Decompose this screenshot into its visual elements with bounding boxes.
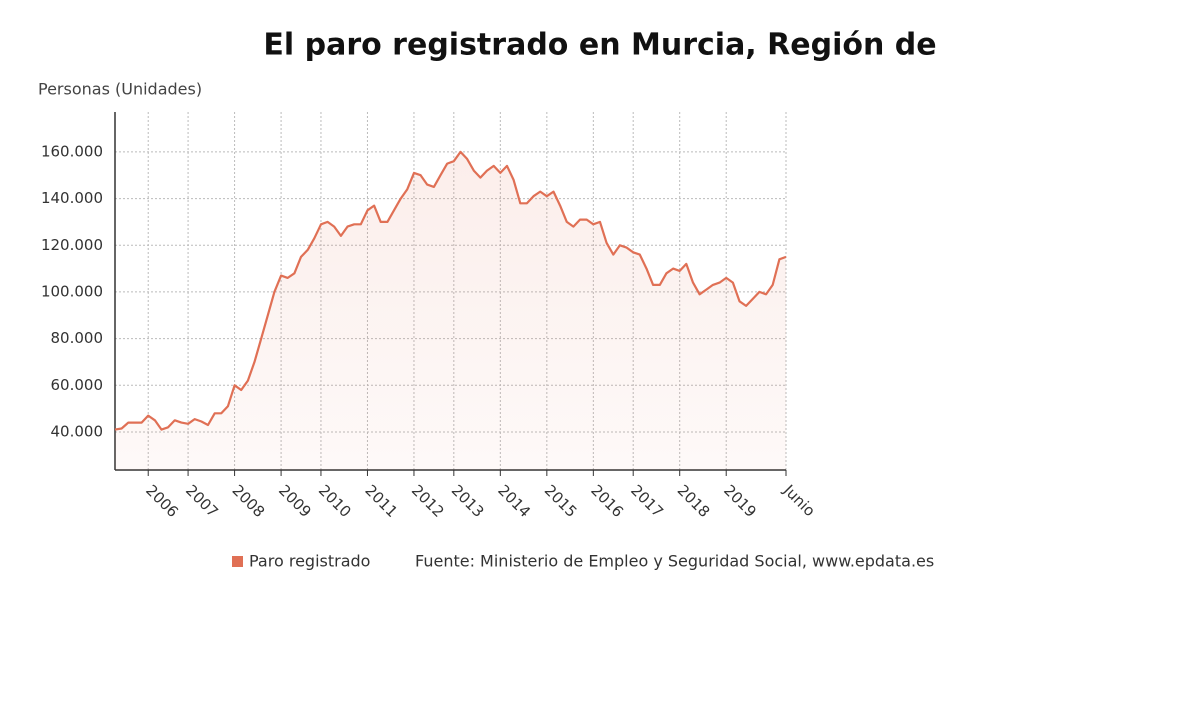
y-tick-label: 120.000 bbox=[41, 236, 103, 254]
y-tick-label: 100.000 bbox=[41, 282, 103, 300]
y-tick-label: 60.000 bbox=[51, 376, 104, 394]
x-tick-label: 2014 bbox=[494, 481, 534, 521]
x-tick-label: 2012 bbox=[408, 481, 448, 521]
x-tick-label: 2019 bbox=[720, 481, 760, 521]
x-tick-label: 2009 bbox=[275, 481, 315, 521]
x-tick-label: Junio bbox=[779, 481, 818, 520]
x-tick-label: 2011 bbox=[361, 481, 401, 521]
x-tick-label: 2013 bbox=[448, 481, 488, 521]
x-tick-label: 2010 bbox=[315, 481, 355, 521]
x-tick-label: 2016 bbox=[587, 481, 627, 521]
y-tick-label: 40.000 bbox=[51, 422, 104, 440]
x-tick-label: 2018 bbox=[674, 481, 714, 521]
x-tick-label: 2008 bbox=[229, 481, 269, 521]
y-tick-label: 140.000 bbox=[41, 189, 103, 207]
x-tick-label: 2017 bbox=[627, 481, 667, 521]
legend-label: Paro registrado bbox=[249, 552, 370, 571]
source: Fuente: Ministerio de Empleo y Seguridad… bbox=[415, 552, 934, 571]
y-axis-label: Personas (Unidades) bbox=[38, 80, 202, 99]
y-tick-label: 80.000 bbox=[51, 329, 104, 347]
chart-title: El paro registrado en Murcia, Región de bbox=[263, 28, 936, 63]
line bbox=[114, 150, 787, 431]
legend-swatch bbox=[232, 556, 243, 567]
x-tick-label: 2007 bbox=[182, 481, 222, 521]
y-tick-label: 160.000 bbox=[41, 142, 103, 160]
x-tick-label: 2015 bbox=[541, 481, 581, 521]
x-tick-label: 2006 bbox=[142, 481, 182, 521]
area bbox=[115, 151, 786, 470]
